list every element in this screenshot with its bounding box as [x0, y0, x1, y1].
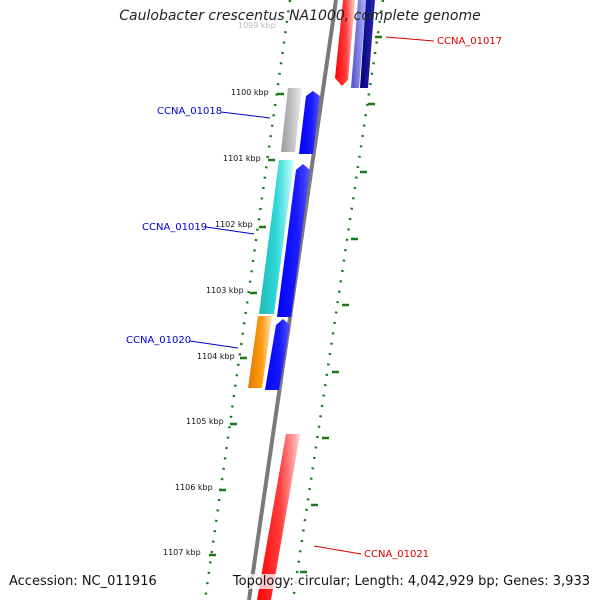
accession-text: Accession: NC_011916: [9, 574, 157, 589]
leader-line-ccna-01020: [189, 340, 239, 349]
gene-label-ccna-01020[interactable]: CCNA_01020: [126, 335, 191, 346]
gene-label-ccna-01021[interactable]: CCNA_01021: [364, 549, 429, 560]
scale-label: 1102 kbp: [215, 220, 253, 229]
inner-scale-ring: [203, 0, 292, 601]
genome-summary-text: Topology: circular; Length: 4,042,929 bp…: [232, 574, 590, 589]
scale-label: 1099 kbp: [238, 21, 276, 30]
scale-label: 1106 kbp: [175, 483, 213, 492]
gene-ccna-01021-red[interactable]: [257, 434, 300, 600]
gene-label-ccna-01018[interactable]: CCNA_01018: [157, 106, 222, 117]
inner-ticks: [209, 92, 284, 557]
genome-summary-wrap: Topology: circular; Length: 4,042,929 bp…: [232, 574, 590, 589]
scale-labels: 1099 kbp 1100 kbp 1101 kbp 1102 kbp 1103…: [163, 21, 276, 557]
gene-ccna-01018-gray[interactable]: [281, 88, 302, 152]
scale-label: 1105 kbp: [186, 417, 224, 426]
scale-label: 1107 kbp: [163, 548, 201, 557]
gene-ccna-01020-blue[interactable]: [265, 319, 290, 390]
gene-labels: CCNA_01017 CCNA_01018 CCNA_01019 CCNA_01…: [126, 36, 502, 560]
scale-label: 1100 kbp: [231, 88, 269, 97]
scale-label: 1101 kbp: [223, 154, 261, 163]
gene-ccna-01019-blue[interactable]: [277, 164, 310, 317]
gene-label-ccna-01019[interactable]: CCNA_01019: [142, 222, 207, 233]
leader-line-ccna-01017: [385, 36, 435, 42]
leader-line-ccna-01018: [220, 111, 271, 119]
map-title: Caulobacter crescentus NA1000, complete …: [119, 8, 481, 24]
outer-scale-ring: [291, 0, 385, 601]
leader-line-ccna-01021: [313, 545, 362, 555]
gene-label-ccna-01017[interactable]: CCNA_01017: [437, 36, 502, 47]
scale-label: 1104 kbp: [197, 352, 235, 361]
gene-ccna-01018-blue[interactable]: [299, 91, 320, 154]
gene-ccna-01017-purple[interactable]: [351, 0, 366, 88]
gene-ccna-01020-orange[interactable]: [248, 316, 272, 388]
outer-ticks: [300, 35, 382, 574]
scale-label: 1103 kbp: [206, 286, 244, 295]
gene-ccna-01019-cyan[interactable]: [259, 160, 294, 314]
gene-ccna-01017-red[interactable]: [335, 0, 355, 86]
leader-line-ccna-01019: [205, 226, 255, 235]
gene-ccna-01017-navy[interactable]: [360, 0, 375, 88]
